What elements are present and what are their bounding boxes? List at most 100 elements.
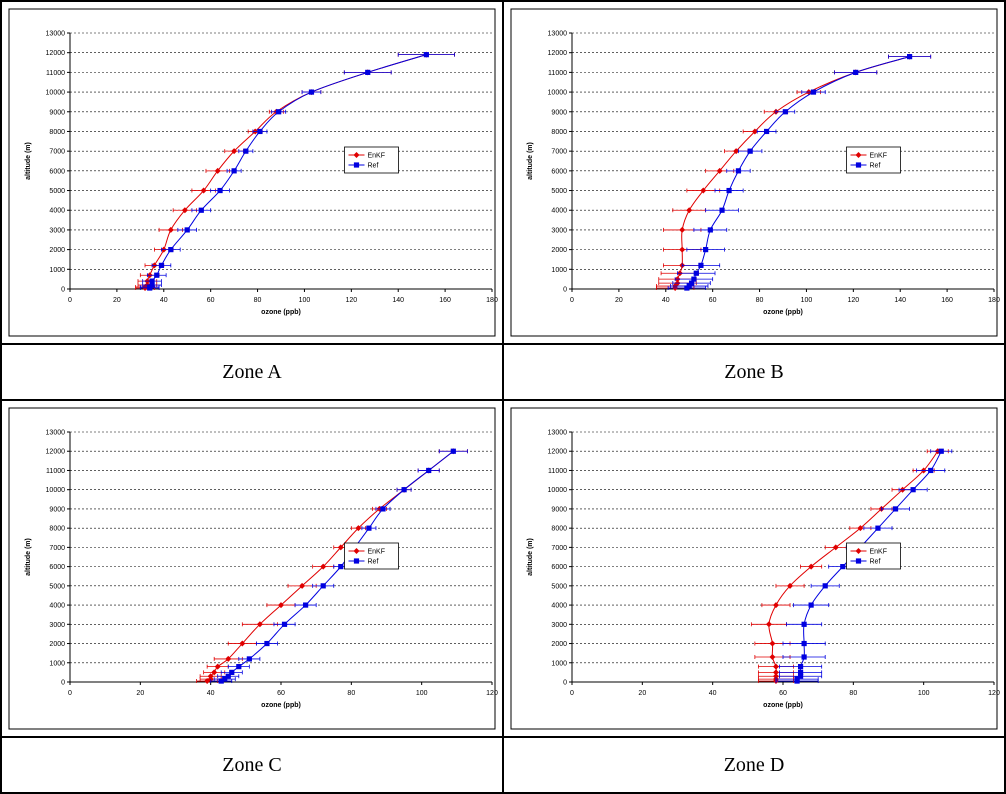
data-point-ref: [822, 583, 828, 589]
y-tick-label: 1000: [49, 660, 65, 667]
data-point-ref: [801, 621, 807, 627]
caption-zone-d-text: Zone D: [723, 753, 785, 776]
caption-zone-c-text: Zone C: [222, 753, 282, 776]
y-tick-label: 13000: [46, 430, 66, 437]
y-tick-label: 9000: [49, 506, 65, 513]
x-tick-label: 40: [709, 690, 717, 697]
y-tick-label: 10000: [46, 90, 66, 97]
data-point-ref: [910, 487, 916, 493]
data-point-ref: [401, 487, 407, 493]
legend-label: Ref: [368, 559, 379, 566]
x-tick-label: 180: [486, 297, 498, 304]
y-axis-label: altitude (m): [527, 538, 534, 576]
x-axis-label: ozone (ppb): [261, 309, 301, 316]
y-tick-label: 7000: [49, 149, 65, 156]
data-point-ref: [149, 282, 155, 288]
x-tick-label: 20: [615, 297, 623, 304]
data-point-enkf: [769, 654, 776, 660]
data-point-ref: [797, 669, 804, 675]
x-tick-label: 40: [160, 297, 168, 304]
y-tick-label: 7000: [49, 545, 65, 552]
x-tick-label: 40: [207, 690, 215, 697]
data-point-ref: [320, 583, 326, 589]
data-point-ref: [763, 128, 770, 135]
data-point-enkf: [686, 207, 693, 214]
x-tick-label: 100: [918, 690, 930, 697]
legend-marker-ref: [855, 162, 862, 168]
x-tick-label: 140: [392, 297, 404, 304]
legend-label: Ref: [870, 559, 881, 566]
chart-panel-c: 0 1000 2000 3000 4000 5000 6000 7000 8000 9000 100…: [2, 401, 502, 736]
y-tick-label: 10000: [548, 90, 568, 97]
legend-box: [344, 146, 399, 174]
data-point-ref: [303, 602, 309, 608]
legend-marker-enkf: [353, 548, 360, 554]
x-tick-label: 20: [638, 690, 646, 697]
y-tick-label: 7000: [551, 149, 567, 156]
y-tick-label: 6000: [49, 564, 65, 571]
data-point-enkf: [207, 673, 214, 680]
data-point-ref: [222, 676, 228, 682]
y-tick-label: 4000: [551, 208, 567, 215]
y-tick-label: 11000: [46, 70, 65, 77]
data-point-enkf: [214, 663, 221, 670]
y-tick-label: 11000: [548, 468, 567, 475]
legend-marker-ref: [353, 162, 360, 168]
data-point-ref: [698, 262, 704, 268]
y-tick-label: 13000: [46, 31, 66, 38]
y-tick-label: 8000: [49, 129, 65, 136]
data-point-ref: [907, 54, 913, 60]
legend-label: EnKF: [870, 153, 888, 160]
y-tick-label: 12000: [548, 449, 568, 456]
y-tick-label: 4000: [551, 603, 567, 610]
data-point-enkf: [857, 525, 864, 532]
legend-marker-ref: [855, 558, 862, 564]
y-tick-label: 0: [61, 287, 65, 294]
x-tick-label: 60: [779, 690, 787, 697]
data-point-ref: [450, 448, 456, 454]
data-point-enkf: [320, 563, 327, 570]
y-tick-label: 13000: [548, 31, 568, 38]
y-tick-label: 2000: [551, 641, 567, 648]
caption-zone-a: Zone A: [2, 345, 502, 399]
y-tick-label: 4000: [49, 208, 65, 215]
data-point-enkf: [765, 621, 772, 628]
data-point-ref: [229, 669, 235, 675]
caption-zone-b-text: Zone B: [724, 360, 784, 383]
data-point-ref: [719, 207, 725, 213]
x-tick-label: 0: [68, 690, 72, 697]
data-point-enkf: [772, 673, 779, 680]
data-point-enkf: [278, 602, 284, 609]
data-point-ref: [794, 676, 800, 682]
y-axis-label: altitude (m): [25, 538, 32, 576]
data-point-enkf: [716, 167, 723, 174]
y-axis-label: altitude (m): [527, 142, 534, 180]
y-tick-label: 8000: [49, 526, 65, 533]
data-point-ref: [810, 89, 817, 95]
x-tick-label: 120: [486, 690, 498, 697]
data-point-ref: [168, 247, 174, 253]
data-point-ref: [365, 69, 371, 75]
chart-zone-c: 0100020003000400050006000700080009000100…: [8, 407, 498, 730]
legend-label: Ref: [870, 163, 881, 170]
data-point-enkf: [167, 226, 174, 233]
data-point-enkf: [225, 655, 232, 662]
x-tick-label: 100: [299, 297, 311, 304]
x-tick-label: 120: [988, 690, 1000, 697]
y-tick-label: 5000: [49, 188, 65, 195]
y-tick-label: 12000: [548, 50, 568, 57]
data-point-enkf: [355, 525, 362, 532]
x-tick-label: 80: [756, 297, 764, 304]
y-tick-label: 2000: [49, 247, 65, 254]
y-tick-label: 3000: [49, 622, 65, 629]
x-tick-label: 0: [570, 297, 574, 304]
data-point-enkf: [200, 187, 207, 194]
data-point-enkf: [211, 669, 218, 676]
x-tick-label: 20: [136, 690, 144, 697]
x-tick-label: 40: [662, 297, 670, 304]
data-point-ref: [231, 168, 237, 174]
y-tick-label: 12000: [46, 449, 66, 456]
chart-zone-b: 0100020003000400050006000700080009000100…: [510, 8, 1000, 337]
y-tick-label: 11000: [46, 468, 65, 475]
y-tick-label: 7000: [551, 545, 567, 552]
